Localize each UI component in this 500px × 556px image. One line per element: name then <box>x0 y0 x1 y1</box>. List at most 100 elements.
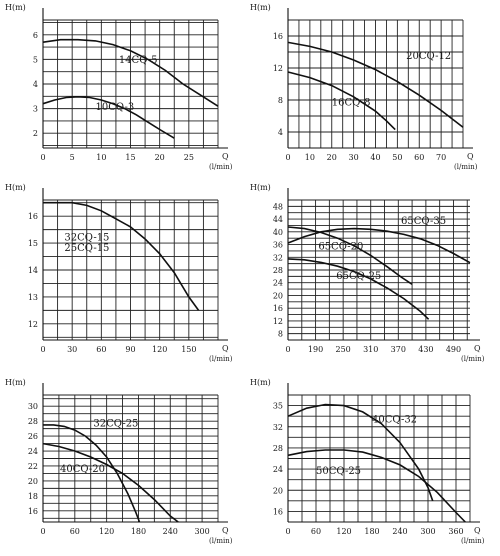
y-axis-title: H(m) <box>5 183 26 192</box>
x-tick-label: 120 <box>99 527 114 536</box>
x-tick-label: 40 <box>370 153 380 162</box>
y-tick-label: 16 <box>28 507 38 516</box>
x-tick-label: 30 <box>349 153 359 162</box>
y-tick-label: 2 <box>33 129 38 138</box>
x-tick-label: 60 <box>311 527 321 536</box>
y-tick-label: 15 <box>28 239 38 248</box>
x-tick-label: 0 <box>285 153 290 162</box>
x-tick-label: 120 <box>152 345 167 354</box>
x-axis-title: Q <box>474 526 481 535</box>
series-label: 65CQ-20 <box>318 241 363 252</box>
y-tick-label: 6 <box>33 31 38 40</box>
y-tick-label: 3 <box>33 105 38 114</box>
x-axis-title: Q <box>222 344 229 353</box>
x-tick-label: 120 <box>336 527 351 536</box>
x-tick-label: 0 <box>40 345 45 354</box>
series-label: 32CQ-15 <box>64 232 109 243</box>
x-axis-title: Q <box>474 344 481 353</box>
x-tick-label: 20 <box>155 153 165 162</box>
x-tick-label: 180 <box>131 527 146 536</box>
x-tick-label: 360 <box>448 527 463 536</box>
x-tick-label: 60 <box>70 527 80 536</box>
chart-panel-6: 0 60 120 180 240 300 360 16 20 24 28 32 35 H(m) Q (l/mi… <box>250 378 485 545</box>
chart-panel-3: 0 30 60 90 120 150 12 13 14 15 16 H(m) Q (l/min) 32CQ-… <box>5 183 233 363</box>
series-label: 20CQ-12 <box>406 51 451 62</box>
y-tick-label: 26 <box>28 432 38 441</box>
x-tick-label: 70 <box>436 153 446 162</box>
x-tick-label: 60 <box>414 153 424 162</box>
y-axis-title: H(m) <box>250 378 271 387</box>
x-axis-title: Q <box>222 526 229 535</box>
x-tick-label: 20 <box>327 153 337 162</box>
y-tick-label: 4 <box>33 80 38 89</box>
x-tick-label: 50 <box>392 153 402 162</box>
series-line-1 <box>43 201 200 311</box>
y-tick-label: 48 <box>273 202 283 211</box>
y-tick-label: 16 <box>28 212 38 221</box>
x-axis-unit: (l/min) <box>209 355 233 363</box>
x-tick-label: 300 <box>420 527 435 536</box>
series-line-2 <box>287 449 466 523</box>
x-axis-unit: (l/min) <box>461 355 485 363</box>
series-label: 32CQ-25 <box>93 418 138 429</box>
series-label: 16CQ-8 <box>332 98 371 109</box>
y-tick-label: 12 <box>273 64 283 73</box>
series-line-1 <box>287 403 434 502</box>
x-tick-label: 490 <box>446 345 461 354</box>
y-tick-label: 12 <box>273 317 283 326</box>
y-tick-label: 24 <box>273 465 283 474</box>
y-tick-label: 8 <box>278 96 283 105</box>
x-tick-label: 190 <box>308 345 323 354</box>
series-line-1 <box>287 41 464 128</box>
y-axis-title: H(m) <box>5 378 26 387</box>
y-tick-label: 28 <box>273 266 283 275</box>
y-tick-label: 4 <box>278 128 283 137</box>
y-tick-label: 35 <box>273 402 283 411</box>
y-tick-label: 18 <box>28 492 38 501</box>
chart-panel-2: 0 10 20 30 40 50 60 70 4 8 12 16 H(m) Q (l/min) 20CQ-12… <box>250 3 478 171</box>
y-tick-label: 44 <box>273 215 283 224</box>
series-line-2 <box>42 95 175 139</box>
x-tick-label: 150 <box>181 345 196 354</box>
x-tick-label: 310 <box>363 345 378 354</box>
x-tick-label: 5 <box>70 153 75 162</box>
y-tick-label: 12 <box>28 320 38 329</box>
x-axis-title: Q <box>222 152 229 161</box>
series-label: 10CQ-3 <box>96 102 135 113</box>
x-axis-unit: (l/min) <box>209 163 233 171</box>
y-tick-label: 8 <box>278 330 283 339</box>
y-axis-title: H(m) <box>250 183 271 192</box>
y-tick-label: 22 <box>28 462 38 471</box>
chart-panel-4: 0 190 250 310 370 430 490 8 12 16 20 24 28 32 36 40 44 48… <box>250 183 485 363</box>
series-line-2 <box>287 71 396 131</box>
x-tick-label: 180 <box>364 527 379 536</box>
y-tick-label: 20 <box>273 291 283 300</box>
x-tick-label: 10 <box>96 153 106 162</box>
series-label: 40CQ-32 <box>372 415 417 426</box>
x-tick-label: 250 <box>336 345 351 354</box>
x-tick-label: 370 <box>391 345 406 354</box>
x-axis-unit: (l/min) <box>209 537 233 545</box>
x-tick-label: 60 <box>96 345 106 354</box>
series-label: 65CQ-25 <box>336 271 381 282</box>
y-tick-label: 30 <box>28 402 38 411</box>
x-tick-label: 25 <box>184 153 194 162</box>
series-line-2 <box>287 226 413 285</box>
y-tick-label: 40 <box>273 228 283 237</box>
series-label: 25CQ-15 <box>64 243 109 254</box>
chart-panel-5: 0 60 120 180 240 300 16 18 20 22 24 26 28 30 H(m) Q (l/m… <box>5 378 233 545</box>
x-tick-label: 15 <box>125 153 135 162</box>
x-tick-label: 0 <box>40 527 45 536</box>
y-tick-label: 13 <box>28 293 38 302</box>
series-line-1 <box>43 424 141 523</box>
y-tick-label: 24 <box>273 279 283 288</box>
series-label: 65CQ-35 <box>401 216 446 227</box>
x-axis-unit: (l/min) <box>461 537 485 545</box>
y-tick-label: 20 <box>28 477 38 486</box>
y-tick-label: 14 <box>28 266 38 275</box>
x-tick-label: 0 <box>40 153 45 162</box>
y-tick-label: 5 <box>33 55 38 64</box>
series-label: 50CQ-25 <box>316 466 361 477</box>
x-tick-label: 240 <box>392 527 407 536</box>
